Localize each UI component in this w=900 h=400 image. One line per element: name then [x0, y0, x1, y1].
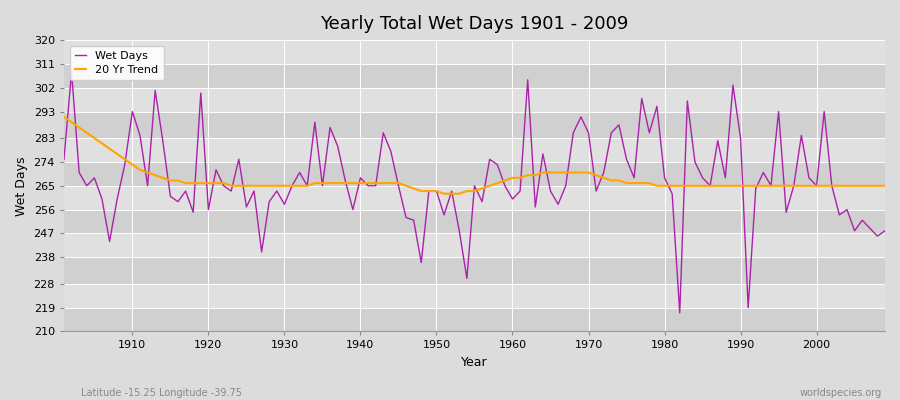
20 Yr Trend — [879, 183, 890, 188]
X-axis label: Year: Year — [461, 356, 488, 369]
20 Yr Trend — [332, 181, 343, 186]
Bar — [64, 308, 885, 332]
Bar — [64, 64, 885, 88]
Legend: Wet Days, 20 Yr Trend: Wet Days, 20 Yr Trend — [69, 46, 164, 80]
20 Yr Trend — [507, 176, 517, 180]
Wet Days — [127, 109, 138, 114]
20 Yr Trend — [120, 157, 130, 162]
Wet Days — [67, 70, 77, 74]
20 Yr Trend — [438, 191, 449, 196]
Bar — [64, 162, 885, 186]
Bar — [64, 112, 885, 138]
20 Yr Trend — [515, 176, 526, 180]
Y-axis label: Wet Days: Wet Days — [15, 156, 28, 216]
20 Yr Trend — [606, 178, 616, 183]
Title: Yearly Total Wet Days 1901 - 2009: Yearly Total Wet Days 1901 - 2009 — [320, 15, 629, 33]
Wet Days — [879, 228, 890, 233]
Line: Wet Days: Wet Days — [64, 72, 885, 313]
20 Yr Trend — [286, 183, 297, 188]
Wet Days — [606, 130, 616, 135]
Line: 20 Yr Trend: 20 Yr Trend — [64, 117, 885, 194]
Wet Days — [58, 157, 69, 162]
Bar — [64, 88, 885, 112]
Wet Days — [515, 189, 526, 194]
Bar — [64, 284, 885, 308]
Wet Days — [294, 170, 305, 175]
Bar — [64, 234, 885, 257]
Wet Days — [507, 197, 517, 202]
Bar — [64, 40, 885, 64]
Wet Days — [674, 310, 685, 315]
Text: worldspecies.org: worldspecies.org — [800, 388, 882, 398]
Bar — [64, 186, 885, 210]
Wet Days — [340, 178, 351, 183]
20 Yr Trend — [58, 114, 69, 119]
Text: Latitude -15.25 Longitude -39.75: Latitude -15.25 Longitude -39.75 — [81, 388, 242, 398]
Bar — [64, 138, 885, 162]
Bar — [64, 257, 885, 284]
Bar — [64, 210, 885, 234]
